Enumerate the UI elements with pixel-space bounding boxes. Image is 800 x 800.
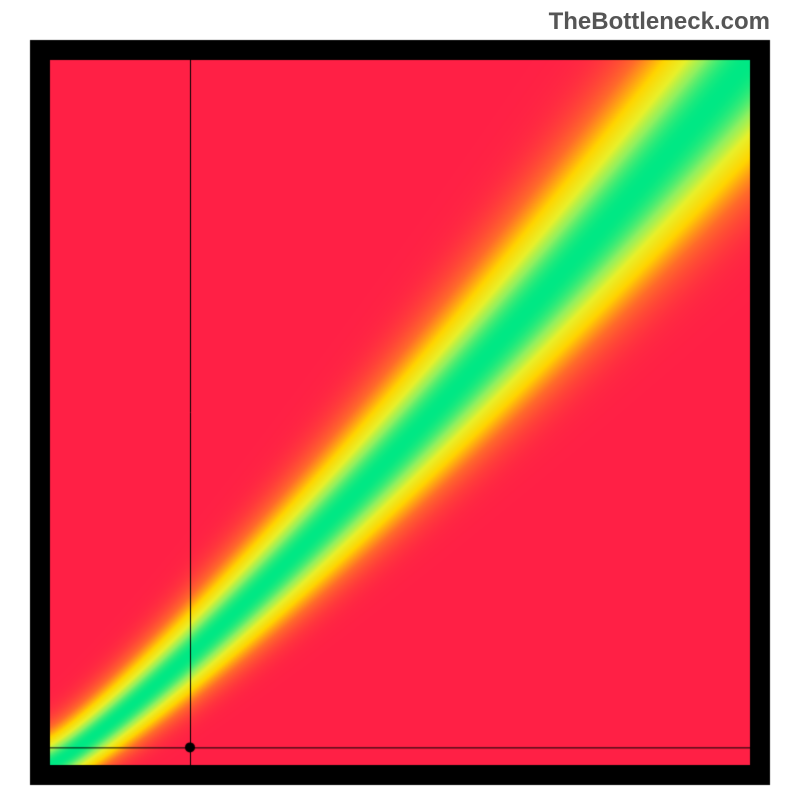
chart-container: TheBottleneck.com (0, 0, 800, 800)
watermark-text: TheBottleneck.com (549, 8, 770, 36)
heatmap-canvas (0, 0, 800, 800)
